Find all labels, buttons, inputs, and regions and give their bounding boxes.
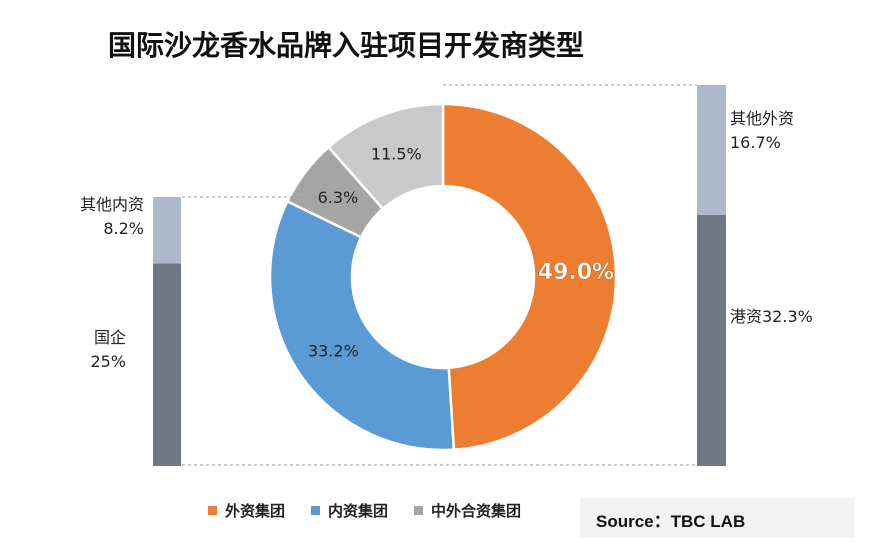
slice-label: 49.0% — [538, 260, 614, 285]
stacked-bar-segment — [153, 263, 181, 466]
bar-label-other-domestic: 其他内资 — [80, 195, 144, 214]
legend-label-domestic: 内资集团 — [328, 502, 389, 520]
legend-item-foreign: 外资集团 — [208, 500, 285, 521]
bar-label-soe: 国企 — [94, 328, 126, 347]
stacked-bar-segment — [697, 214, 726, 466]
slice-label: 11.5% — [371, 145, 422, 164]
bar-value-soe: 25% — [90, 352, 126, 371]
legend-label-jv: 中外合资集团 — [431, 502, 522, 520]
bar-label-hk: 港资32.3% — [730, 307, 813, 326]
legend-swatch-domestic — [311, 506, 321, 515]
slice-domestic — [268, 199, 456, 452]
slice-label: 6.3% — [318, 188, 359, 207]
legend: 外资集团 内资集团 中外合资集团 — [208, 500, 521, 521]
legend-item-domestic: 内资集团 — [311, 500, 388, 521]
bar-label-other-foreign: 其他外资 — [730, 109, 794, 128]
legend-label-foreign: 外资集团 — [225, 502, 286, 520]
legend-swatch-foreign — [208, 506, 217, 515]
bar-value-other-foreign: 16.7% — [730, 133, 781, 152]
legend-swatch-jv — [414, 506, 424, 515]
stacked-bar-segment — [697, 85, 726, 215]
source-note: Source：TBC LAB — [580, 498, 854, 538]
slice-other — [326, 102, 445, 211]
bar-value-other-domestic: 8.2% — [103, 219, 144, 238]
legend-item-jv: 中外合资集团 — [414, 500, 521, 521]
slice-label: 33.2% — [308, 342, 359, 361]
slice-foreign — [441, 102, 618, 451]
stacked-bar-segment — [153, 197, 181, 264]
chart-title: 国际沙龙香水品牌入驻项目开发商类型 — [108, 29, 585, 62]
